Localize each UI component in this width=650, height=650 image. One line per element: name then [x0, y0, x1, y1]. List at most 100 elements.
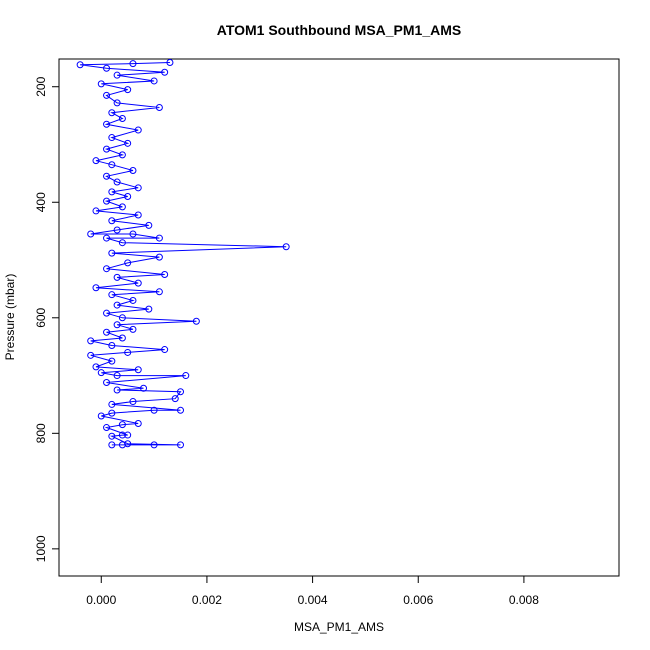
data-point [103, 91, 111, 99]
data-point [129, 166, 137, 174]
x-tick-label: 0.002 [192, 593, 222, 607]
data-point [134, 184, 142, 192]
data-point [113, 226, 121, 234]
data-point [177, 441, 185, 449]
data-point [103, 309, 111, 317]
x-tick-label: 0.004 [298, 593, 328, 607]
data-point [129, 398, 137, 406]
y-tick-label: 400 [34, 192, 48, 212]
data-point [145, 305, 153, 313]
data-point [108, 217, 116, 225]
data-point [92, 284, 100, 292]
data-point [150, 406, 158, 414]
data-point [118, 334, 126, 342]
data-point [177, 388, 185, 396]
data-point [118, 203, 126, 211]
data-point [103, 120, 111, 128]
data-point [87, 230, 95, 238]
data-point [150, 441, 158, 449]
x-tick-label: 0.008 [509, 593, 539, 607]
data-point [177, 406, 185, 414]
y-tick-label: 1000 [34, 535, 48, 562]
data-point [113, 372, 121, 380]
data-point [161, 270, 169, 278]
data-point [118, 239, 126, 247]
data-point [113, 178, 121, 186]
data-point [108, 249, 116, 257]
data-point [124, 440, 132, 448]
data-point [134, 279, 142, 287]
data-point [113, 273, 121, 281]
x-tick-label: 0.000 [86, 593, 116, 607]
data-point [97, 412, 105, 420]
data-point [155, 234, 163, 242]
data-point [171, 395, 179, 403]
data-point [87, 337, 95, 345]
data-point [166, 59, 174, 66]
data-point [124, 139, 132, 147]
data-point [134, 419, 142, 427]
data-point [129, 60, 137, 68]
plot-frame [58, 58, 620, 577]
chart-title: ATOM1 Southbound MSA_PM1_AMS [217, 22, 461, 38]
data-point [155, 288, 163, 296]
data-point [282, 243, 290, 251]
x-axis: 0.000 0.002 0.004 0.006 0.008 [86, 575, 539, 607]
data-point [113, 321, 121, 329]
data-point [182, 372, 190, 380]
data-point [108, 109, 116, 117]
data-point [108, 432, 116, 440]
data-point [113, 301, 121, 309]
data-point [124, 86, 132, 94]
series-line [80, 62, 287, 446]
data-point [76, 61, 84, 69]
data-point [113, 71, 121, 79]
data-point [161, 346, 169, 354]
data-point [103, 234, 111, 242]
data-point [161, 68, 169, 76]
data-point [129, 230, 137, 238]
data-point [129, 325, 137, 333]
y-tick-label: 800 [34, 423, 48, 443]
data-point [118, 314, 126, 322]
data-point [92, 207, 100, 215]
data-point [140, 384, 148, 392]
y-axis: 200 400 600 800 1000 [34, 76, 60, 562]
series-layer [76, 59, 290, 449]
data-point [103, 64, 111, 72]
data-point [155, 253, 163, 261]
y-axis-label: Pressure (mbar) [3, 274, 17, 361]
data-point [113, 99, 121, 107]
data-point [108, 134, 116, 142]
data-point [103, 145, 111, 153]
data-point [124, 259, 132, 267]
data-point [118, 421, 126, 429]
y-tick-label: 600 [34, 307, 48, 327]
data-point [92, 157, 100, 165]
data-point [108, 400, 116, 408]
data-point [108, 409, 116, 417]
data-point [118, 441, 126, 449]
data-point [87, 351, 95, 359]
data-point [108, 161, 116, 169]
data-point [118, 114, 126, 122]
data-point [155, 104, 163, 112]
data-point [103, 197, 111, 205]
data-point [108, 357, 116, 365]
data-point [113, 386, 121, 394]
data-point [124, 348, 132, 356]
data-point [103, 172, 111, 180]
data-point [134, 211, 142, 219]
data-point [103, 265, 111, 273]
x-tick-label: 0.006 [403, 593, 433, 607]
data-point [124, 192, 132, 200]
data-point [108, 188, 116, 196]
data-point [108, 441, 116, 449]
data-point [97, 80, 105, 88]
data-point [103, 378, 111, 386]
data-point [118, 431, 126, 439]
data-point [134, 366, 142, 374]
data-point [103, 328, 111, 336]
data-point [108, 342, 116, 350]
